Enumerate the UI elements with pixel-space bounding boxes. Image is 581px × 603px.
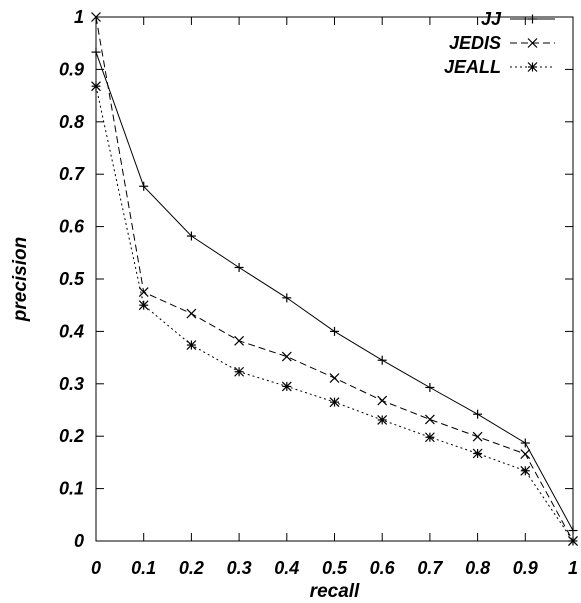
y-tick-label: 0.4 — [59, 321, 84, 341]
data-point-jj — [377, 355, 387, 365]
data-point-jedis — [186, 308, 197, 319]
legend-marker-jedis — [527, 38, 538, 48]
data-point-jj — [425, 382, 435, 392]
y-tick-label: 0.2 — [59, 426, 84, 446]
y-axis-title: precision — [10, 237, 31, 322]
y-tick-label: 0 — [74, 531, 84, 551]
data-point-jeall — [138, 300, 149, 311]
x-tick-label: 0.4 — [274, 558, 299, 578]
data-point-jeall — [281, 381, 292, 392]
y-tick-label: 1 — [74, 7, 84, 27]
legend-label-jeall: JEALL — [444, 57, 501, 77]
data-point-jedis — [329, 373, 340, 383]
data-point-jeall — [377, 415, 388, 425]
y-tick-label: 0.1 — [59, 479, 84, 499]
ticks-layer: 0 0.1 0.2 0.3 0.4 0.5 0.6 0.7 0.8 0.9 1 0 0.1 0.2 0.3 0… — [59, 7, 578, 578]
x-tick-label: 1 — [568, 558, 578, 578]
data-point-jj — [139, 181, 149, 191]
legend-item-jj: JJ — [481, 9, 555, 29]
y-tick-label: 0.3 — [59, 374, 84, 394]
series-line-jeall — [95, 86, 574, 542]
data-point-jeall — [234, 366, 245, 377]
x-tick-label: 0.7 — [417, 558, 443, 578]
data-point-jeall — [520, 465, 531, 476]
data-point-jj — [330, 326, 339, 336]
data-point-jj — [520, 438, 530, 448]
data-point-jedis — [377, 395, 388, 406]
series-line-jj — [95, 51, 574, 531]
data-point-jeall — [91, 81, 101, 92]
plot-frame — [95, 16, 574, 542]
series-layer — [91, 12, 578, 546]
data-point-jedis — [91, 12, 101, 22]
data-point-jj — [186, 231, 196, 241]
x-tick-label: 0.1 — [131, 558, 156, 578]
data-point-jedis — [234, 335, 245, 346]
x-tick-label: 0.9 — [513, 558, 538, 578]
data-point-jj — [91, 47, 101, 57]
y-tick-label: 0.8 — [59, 112, 84, 132]
data-point-jj — [282, 293, 292, 303]
y-tick-label: 0.5 — [59, 269, 85, 289]
data-point-jj — [234, 262, 244, 272]
data-point-jedis — [281, 351, 292, 362]
y-tick-label: 0.7 — [59, 164, 85, 184]
legend-label-jedis: JEDIS — [449, 33, 501, 53]
data-point-jj — [473, 409, 483, 419]
data-point-jeall — [472, 448, 483, 459]
x-tick-label: 0.2 — [179, 558, 204, 578]
y-tick-label: 0.9 — [59, 59, 84, 79]
legend-item-jedis: JEDIS — [449, 33, 555, 53]
series-line-jedis — [95, 16, 574, 542]
data-point-jedis — [472, 431, 483, 442]
legend-marker-jj — [528, 14, 537, 24]
x-tick-label: 0.8 — [465, 558, 490, 578]
legend-label-jj: JJ — [481, 9, 502, 29]
y-tick-label: 0.6 — [59, 217, 85, 237]
data-point-jeall — [568, 536, 578, 546]
data-point-jj — [568, 526, 578, 536]
data-point-jeall — [424, 432, 435, 443]
legend-marker-jeall — [527, 62, 538, 72]
data-point-jedis — [520, 449, 531, 459]
x-tick-label: 0 — [91, 558, 101, 578]
data-point-jeall — [329, 397, 340, 408]
legend-item-jeall: JEALL — [444, 57, 555, 77]
data-point-jeall — [186, 340, 197, 350]
x-tick-label: 0.5 — [322, 558, 348, 578]
data-point-jedis — [138, 287, 149, 298]
x-tick-label: 0.6 — [370, 558, 396, 578]
x-tick-label: 0.3 — [227, 558, 252, 578]
x-axis-title: recall — [310, 581, 360, 602]
data-point-jedis — [424, 414, 435, 425]
legend: JJ JEDIS JEALL — [444, 9, 555, 77]
